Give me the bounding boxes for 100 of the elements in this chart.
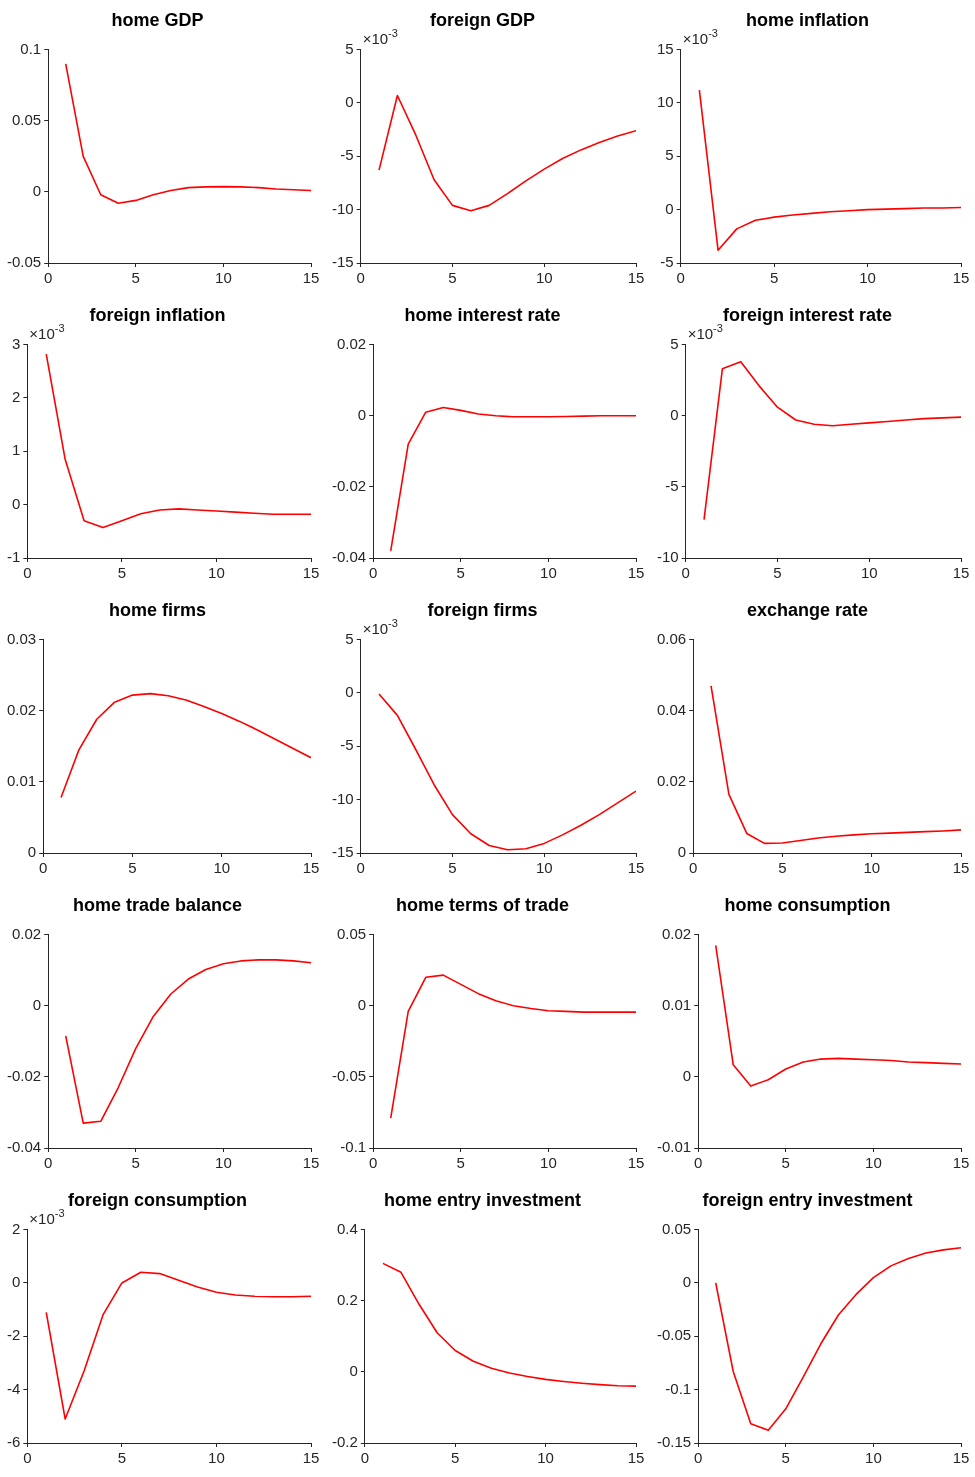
x-tick-label: 10 bbox=[863, 859, 881, 877]
x-tick-label: 15 bbox=[302, 1449, 320, 1467]
y-tick-label: 0.04 bbox=[656, 700, 687, 718]
y-tick-label: 0 bbox=[11, 494, 21, 512]
y-tick-label: 0.02 bbox=[661, 924, 692, 942]
x-tick-label: 5 bbox=[131, 1154, 140, 1172]
y-tick-label: 0 bbox=[357, 995, 367, 1013]
x-tick-label: 15 bbox=[952, 1154, 970, 1172]
y-tick-label: 0 bbox=[677, 843, 687, 861]
y-tick-label: -1 bbox=[6, 548, 21, 566]
y-tick-label: 0 bbox=[27, 843, 37, 861]
x-tick-label: 10 bbox=[860, 564, 878, 582]
x-tick-label: 0 bbox=[44, 269, 53, 287]
x-tick-label: 15 bbox=[952, 1449, 970, 1467]
y-tick-label: -10 bbox=[331, 789, 354, 807]
x-tick-label: 15 bbox=[302, 1154, 320, 1172]
x-tick-label: 10 bbox=[859, 269, 876, 287]
x-tick-label: 5 bbox=[451, 1449, 460, 1467]
chart-title: home consumption bbox=[724, 894, 891, 915]
y-tick-label: -10 bbox=[656, 548, 679, 566]
x-tick-label: 0 bbox=[694, 1449, 703, 1467]
x-tick-label: 0 bbox=[44, 1154, 53, 1172]
y-tick-label: 0.02 bbox=[656, 772, 687, 790]
y-tick-label: 0.05 bbox=[11, 110, 42, 128]
x-tick-label: 15 bbox=[952, 564, 970, 582]
y-tick-label: 2 bbox=[11, 1219, 21, 1237]
chart-title: home entry investment bbox=[383, 1189, 582, 1210]
y-tick-label: 0.01 bbox=[6, 772, 37, 790]
x-tick-label: 10 bbox=[535, 269, 553, 287]
y-tick-label: 0.02 bbox=[11, 924, 42, 942]
y-tick-label: -0.2 bbox=[331, 1433, 358, 1451]
x-tick-label: 15 bbox=[302, 564, 320, 582]
y-tick-label: 0.4 bbox=[336, 1219, 358, 1237]
y-tick-label: 0 bbox=[345, 683, 354, 701]
y-tick-label: 0 bbox=[32, 995, 42, 1013]
y-tick-label: -0.1 bbox=[665, 1379, 692, 1397]
y-tick-label: 0 bbox=[32, 182, 42, 200]
x-tick-label: 15 bbox=[627, 1154, 645, 1172]
y-tick-label: 0.05 bbox=[661, 1219, 692, 1237]
y-tick-label: 0 bbox=[345, 93, 354, 111]
y-tick-label: -0.1 bbox=[340, 1138, 367, 1156]
y-tick-label: 0.06 bbox=[656, 629, 687, 647]
y-tick-label: 0.1 bbox=[20, 39, 42, 57]
x-tick-label: 10 bbox=[215, 1154, 232, 1172]
chart-title: home GDP bbox=[111, 9, 204, 30]
y-tick-label: -0.15 bbox=[656, 1433, 692, 1451]
y-tick-label: 0.02 bbox=[336, 334, 367, 352]
chart-title: home interest rate bbox=[404, 304, 561, 325]
x-tick-label: 10 bbox=[213, 859, 231, 877]
y-tick-label: -0.05 bbox=[656, 1326, 692, 1344]
chart-title: foreign interest rate bbox=[722, 304, 893, 325]
y-tick-label: 0.05 bbox=[336, 924, 367, 942]
x-tick-label: 15 bbox=[952, 859, 970, 877]
x-tick-label: 5 bbox=[781, 1449, 790, 1467]
y-tick-label: -0.02 bbox=[331, 477, 367, 495]
x-tick-label: 5 bbox=[456, 1154, 465, 1172]
chart-title: home inflation bbox=[746, 9, 869, 30]
chart-title: foreign GDP bbox=[429, 9, 536, 30]
y-tick-label: 0 bbox=[11, 1273, 21, 1291]
x-tick-label: 15 bbox=[627, 1449, 645, 1467]
x-tick-label: 10 bbox=[208, 1449, 225, 1467]
chart-title: foreign entry investment bbox=[702, 1189, 913, 1210]
y-tick-label: -0.05 bbox=[331, 1067, 367, 1085]
y-tick-label: 0 bbox=[357, 405, 367, 423]
x-tick-label: 0 bbox=[369, 564, 378, 582]
y-tick-label: -5 bbox=[340, 736, 354, 754]
y-tick-label: 5 bbox=[665, 146, 674, 164]
x-tick-label: 5 bbox=[778, 859, 787, 877]
x-tick-label: 10 bbox=[535, 859, 553, 877]
y-tick-label: -0.04 bbox=[6, 1138, 42, 1156]
x-tick-label: 10 bbox=[215, 269, 232, 287]
y-tick-label: -0.04 bbox=[331, 548, 367, 566]
chart-title: home firms bbox=[108, 599, 207, 620]
y-tick-label: 3 bbox=[11, 334, 21, 352]
x-tick-label: 5 bbox=[448, 859, 457, 877]
x-tick-label: 5 bbox=[117, 1449, 127, 1467]
y-tick-label: 0 bbox=[682, 1067, 692, 1085]
chart-title: foreign firms bbox=[427, 599, 538, 620]
y-tick-label: 15 bbox=[657, 39, 674, 57]
y-tick-label: 5 bbox=[345, 629, 354, 647]
y-tick-label: -5 bbox=[660, 253, 674, 271]
y-tick-label: -0.02 bbox=[6, 1067, 42, 1085]
x-tick-label: 5 bbox=[769, 269, 779, 287]
x-tick-label: 15 bbox=[627, 564, 645, 582]
x-tick-label: 0 bbox=[369, 1154, 378, 1172]
x-tick-label: 10 bbox=[537, 1449, 554, 1467]
y-tick-label: -4 bbox=[6, 1379, 21, 1397]
y-tick-label: -0.01 bbox=[656, 1138, 692, 1156]
x-tick-label: 5 bbox=[456, 564, 465, 582]
y-tick-label: -5 bbox=[340, 146, 354, 164]
y-tick-label: -15 bbox=[331, 843, 354, 861]
y-tick-label: 5 bbox=[345, 39, 354, 57]
y-tick-label: 0.01 bbox=[661, 995, 692, 1013]
y-tick-label: -10 bbox=[331, 199, 354, 217]
y-tick-label: 0 bbox=[670, 405, 679, 423]
x-tick-label: 5 bbox=[773, 564, 782, 582]
x-tick-label: 5 bbox=[781, 1154, 790, 1172]
x-tick-label: 10 bbox=[208, 564, 225, 582]
y-tick-label: 5 bbox=[670, 334, 679, 352]
x-tick-label: 15 bbox=[302, 859, 320, 877]
